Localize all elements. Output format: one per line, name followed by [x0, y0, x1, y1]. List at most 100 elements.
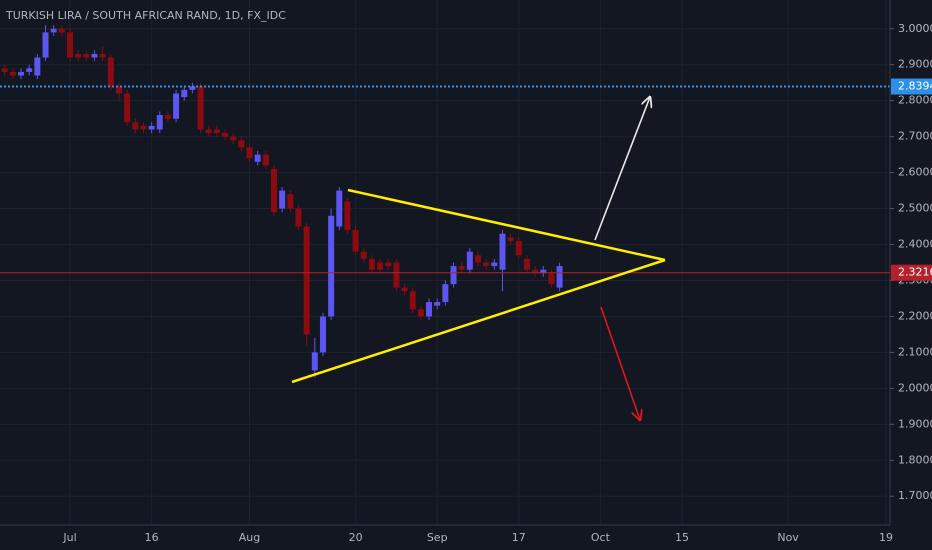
x-tick-label: Nov — [777, 531, 799, 544]
candle-body — [450, 266, 457, 285]
candle-body — [26, 68, 33, 72]
candle-body — [148, 125, 155, 130]
candle-body — [132, 122, 139, 130]
candle-body — [385, 262, 392, 267]
trend-line — [347, 188, 666, 262]
x-tick-label: 17 — [512, 531, 526, 544]
x-tick-label: 15 — [675, 531, 689, 544]
candle-body — [540, 269, 547, 274]
candle-body — [1, 68, 8, 72]
chart-title: TURKISH LIRA / SOUTH AFRICAN RAND, 1D, F… — [5, 9, 286, 22]
candle-body — [9, 71, 16, 76]
y-tick-label: 1.9000 — [898, 417, 932, 430]
arrow — [600, 306, 640, 420]
y-tick-label: 2.7000 — [898, 130, 932, 143]
candle-body — [311, 352, 318, 371]
x-tick-label: 16 — [145, 531, 159, 544]
candle-body — [18, 71, 25, 76]
candle-body — [548, 273, 555, 285]
y-tick-label: 1.8000 — [898, 453, 932, 466]
y-tick-label: 2.9000 — [898, 58, 932, 71]
candle-body — [377, 262, 384, 270]
candle-body — [140, 125, 147, 130]
candle-body — [417, 309, 424, 317]
candle-body — [409, 291, 416, 310]
y-tick-label: 2.8000 — [898, 94, 932, 107]
candle-body — [189, 86, 196, 90]
y-tick-label: 2.0000 — [898, 381, 932, 394]
candle-body — [181, 89, 188, 98]
y-tick-label: 1.7000 — [898, 489, 932, 502]
candle-body — [124, 93, 131, 123]
candle-body — [34, 57, 41, 76]
candle-body — [238, 140, 245, 148]
y-tick-label: 2.5000 — [898, 202, 932, 215]
x-tick-label: Aug — [239, 531, 260, 544]
candle-body — [156, 115, 163, 130]
candle-body — [271, 169, 277, 213]
candle-body — [360, 251, 367, 259]
candle-body — [401, 287, 408, 292]
candle-body — [352, 230, 359, 252]
candle-body — [426, 302, 433, 317]
y-tick-label: 2.1000 — [898, 345, 932, 358]
candle-body — [368, 258, 375, 270]
candle-body — [393, 262, 400, 288]
candle-body — [262, 154, 269, 166]
annotations — [291, 97, 666, 420]
candle-body — [50, 28, 57, 33]
x-tick-label: Oct — [591, 531, 611, 544]
candle-body — [483, 262, 490, 267]
price-label: 2.8394 — [898, 80, 932, 93]
candle-body — [319, 316, 326, 353]
x-tick-label: Sep — [427, 531, 448, 544]
price-label-box — [891, 264, 932, 281]
candle-body — [107, 57, 114, 87]
candle-body — [246, 147, 253, 159]
candle-body — [115, 86, 122, 94]
candle-body — [556, 266, 563, 288]
candle-body — [499, 233, 506, 270]
candle-body — [295, 208, 302, 227]
candle-body — [523, 258, 530, 270]
candle-body — [58, 28, 65, 33]
candle-body — [336, 190, 343, 227]
candle-body — [164, 115, 171, 119]
candle-body — [532, 269, 539, 274]
candle-body — [303, 226, 310, 335]
candle-body — [507, 237, 514, 241]
candle-body — [83, 53, 90, 58]
candle-body — [197, 86, 204, 130]
y-tick-label: 3.0000 — [898, 22, 932, 35]
candle-body — [491, 262, 498, 267]
candle-body — [434, 302, 441, 306]
arrow — [594, 97, 650, 241]
candle-body — [515, 240, 522, 256]
candle-body — [213, 129, 220, 134]
candle-body — [75, 53, 82, 58]
candle-body — [230, 136, 237, 141]
trend-line — [291, 258, 666, 384]
candle-body — [442, 284, 449, 303]
candle-body — [344, 201, 351, 231]
y-tick-label: 2.4000 — [898, 238, 932, 251]
candle-body — [287, 194, 294, 209]
candle-body — [99, 53, 106, 58]
candle-body — [67, 32, 73, 58]
candle-body — [466, 251, 473, 270]
x-tick-label: Jul — [62, 531, 76, 544]
candle-body — [222, 133, 229, 137]
y-tick-label: 2.6000 — [898, 166, 932, 179]
x-tick-label: 20 — [349, 531, 363, 544]
candle-body — [254, 154, 261, 162]
candle-body — [475, 255, 481, 263]
price-label: 2.3216 — [898, 266, 932, 279]
candle-body — [458, 266, 465, 270]
x-tick-label: 19 — [879, 531, 893, 544]
candle-body — [173, 93, 180, 119]
y-tick-label: 2.2000 — [898, 309, 932, 322]
price-label-box — [891, 78, 932, 95]
candle-body — [42, 32, 49, 58]
